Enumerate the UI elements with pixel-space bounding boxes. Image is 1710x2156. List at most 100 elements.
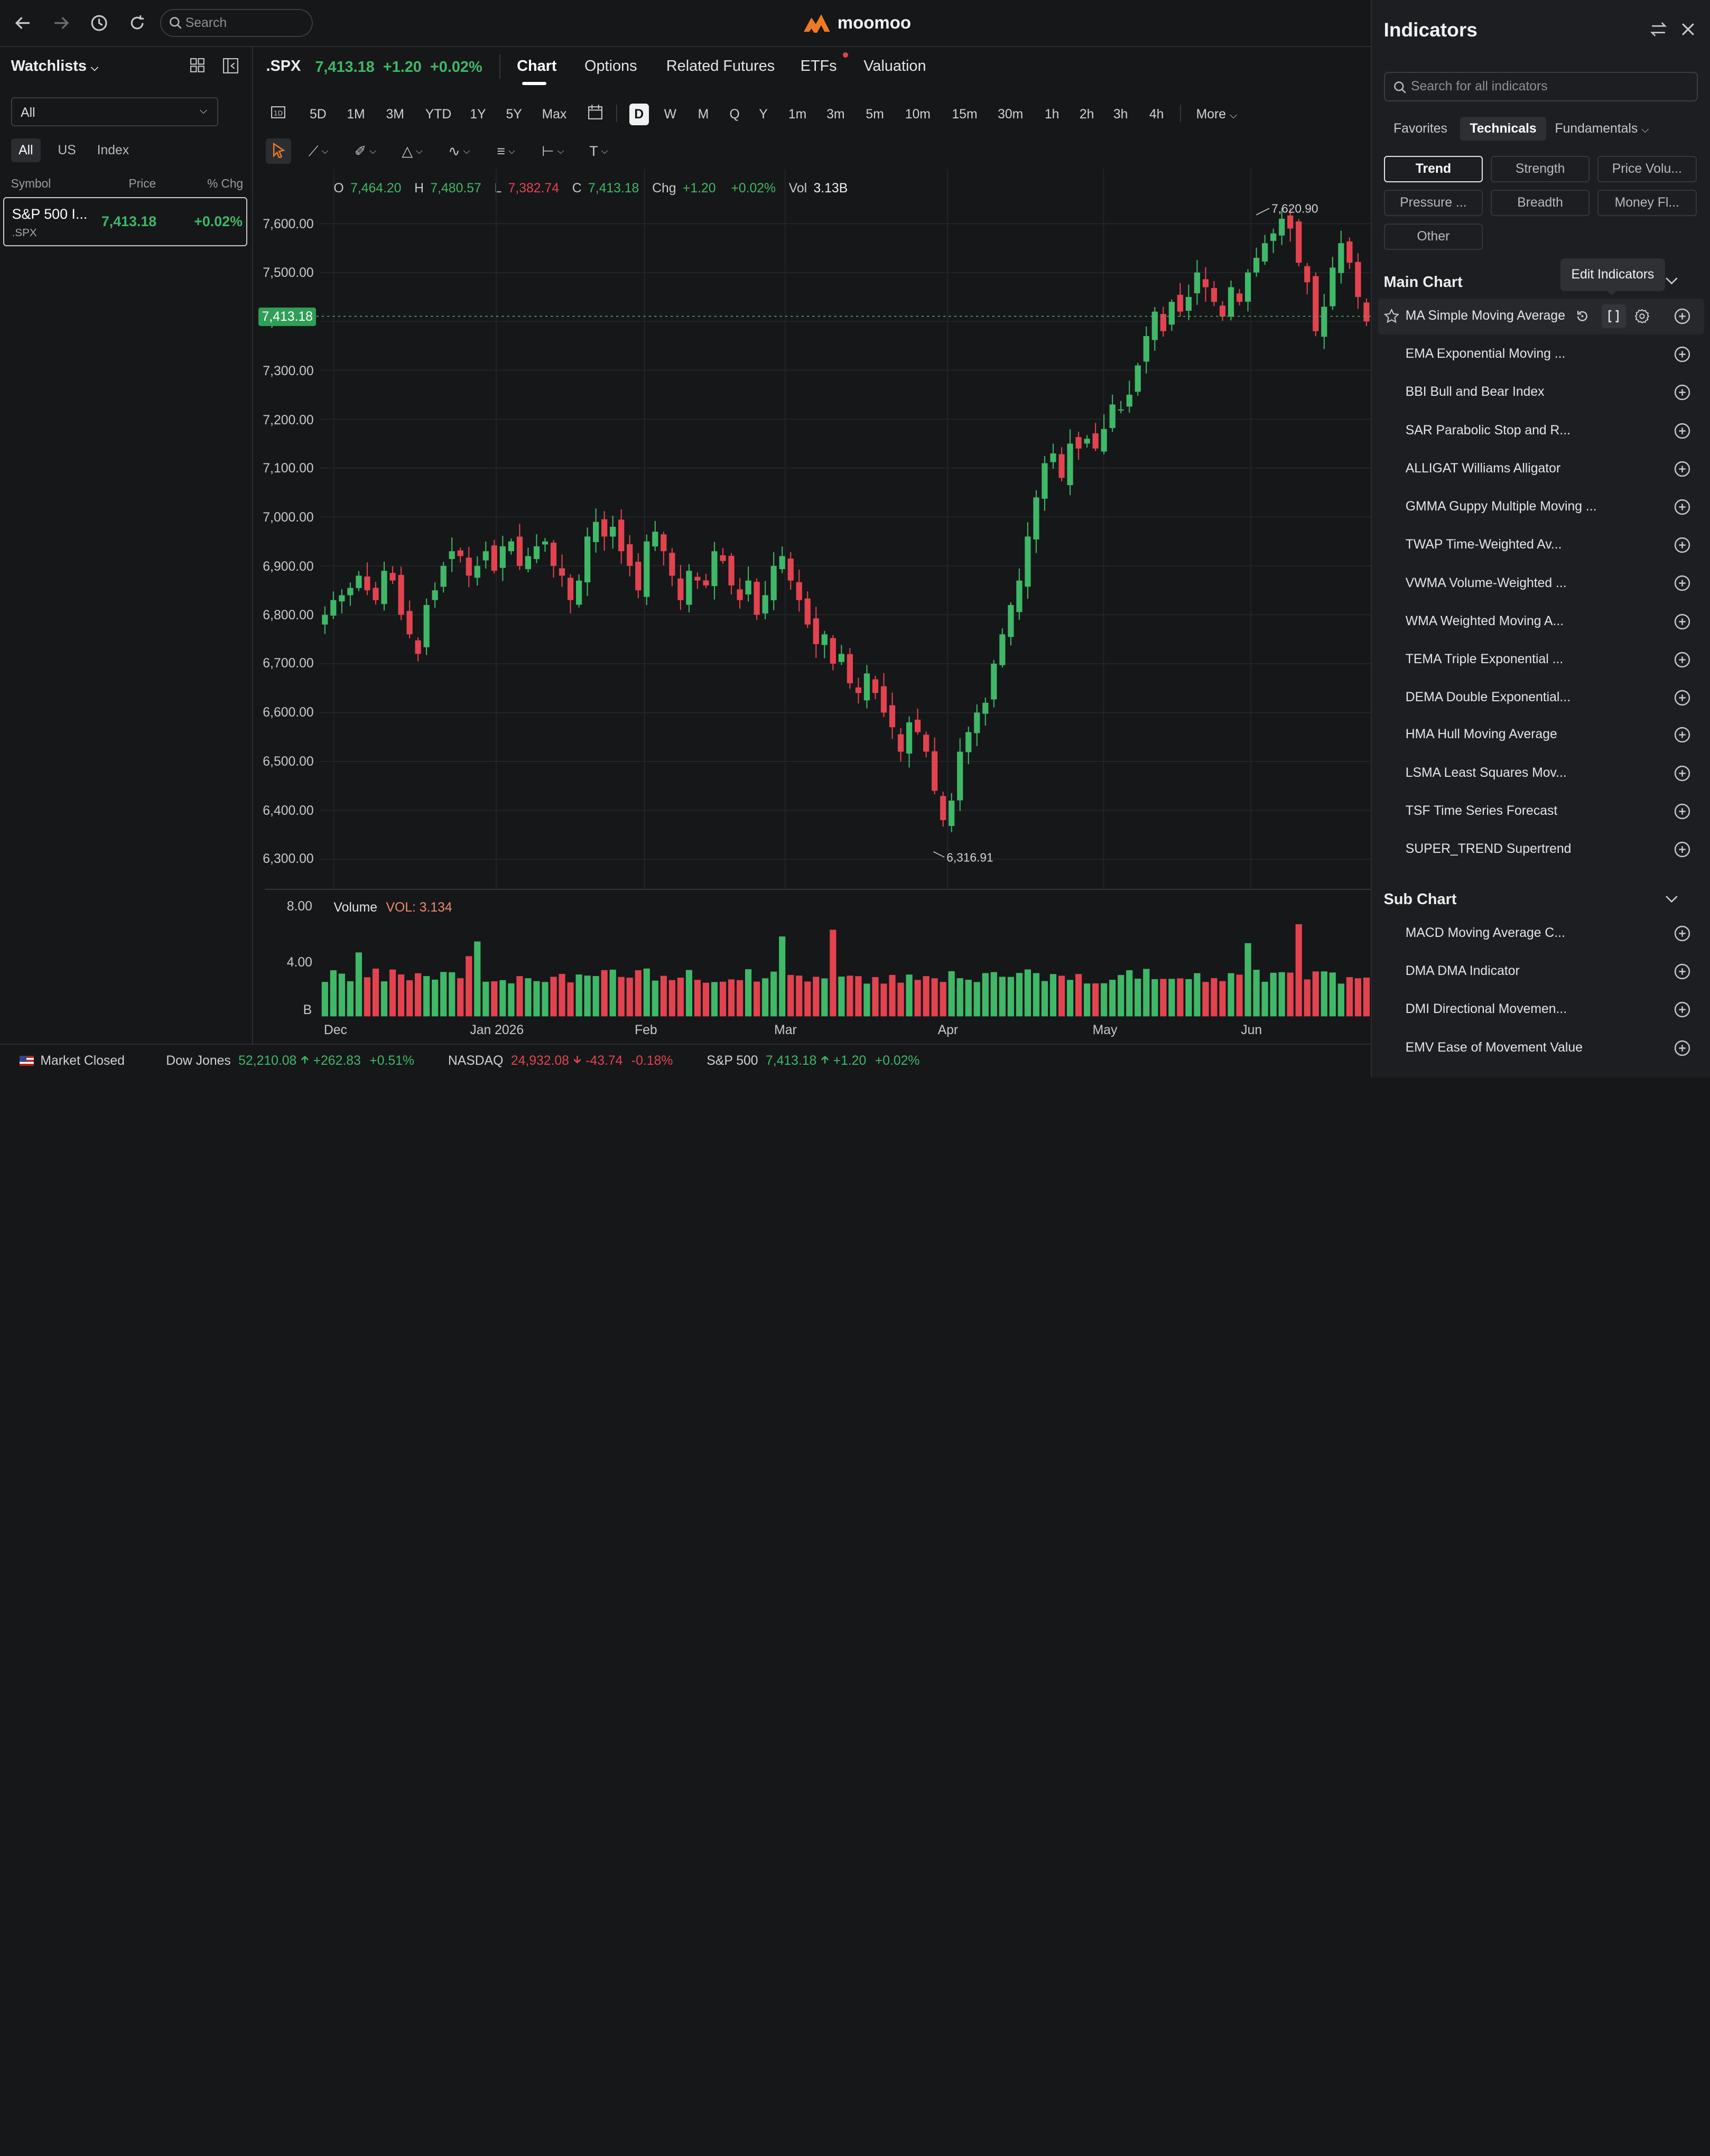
reset-icon[interactable] [1575,309,1590,324]
add-circle-icon[interactable] [1674,651,1691,668]
tab-valuation[interactable]: Valuation [863,58,926,75]
period-1y[interactable]: 1Y [470,107,486,122]
collapse-panel-icon[interactable] [222,58,239,74]
chevron-down-icon[interactable] [1665,895,1678,904]
filter-tab-us[interactable]: US [58,143,76,158]
interval-5m[interactable]: 5m [866,107,884,122]
category-other[interactable]: Other [1383,224,1483,250]
tab-options[interactable]: Options [584,58,637,75]
sub-chart-section-title[interactable]: Sub Chart [1383,890,1457,908]
watchlist-row[interactable]: S&P 500 I... .SPX 7,413.18 +0.02% [3,197,248,247]
interval-w[interactable]: W [664,107,677,122]
period-max[interactable]: Max [542,107,567,122]
add-circle-icon[interactable] [1674,841,1691,858]
add-circle-icon[interactable] [1674,308,1691,325]
period-3m[interactable]: 3M [386,107,404,122]
indicator-item-wma[interactable]: WMA Weighted Moving A... [1378,604,1704,640]
close-icon[interactable] [1680,22,1696,37]
line-tool-icon[interactable]: ⟋ ⌵ [308,143,329,159]
interval-m[interactable]: M [698,107,709,122]
shape-tool-icon[interactable]: △ ⌵ [402,143,423,160]
indicator-item-hma[interactable]: HMA Hull Moving Average [1378,718,1704,754]
category-price-volume[interactable]: Price Volu... [1597,156,1697,182]
interval-1m[interactable]: 1m [788,107,807,122]
tab-etfs[interactable]: ETFs [800,58,837,75]
indicator-item-emv[interactable]: EMV Ease of Movement Value [1378,1030,1704,1066]
interval-15m[interactable]: 15m [952,107,978,122]
interval-d[interactable]: D [629,104,649,126]
watchlist-group-select[interactable]: All ⌵ [11,97,218,127]
main-chart-section-title[interactable]: Main Chart [1383,273,1463,291]
indicator-item-gmma[interactable]: GMMA Guppy Multiple Moving ... [1378,490,1704,526]
index-name-nasdaq[interactable]: NASDAQ [448,1053,504,1068]
period-5y[interactable]: 5Y [506,107,522,122]
category-breadth[interactable]: Breadth [1490,190,1590,216]
add-circle-icon[interactable] [1674,1039,1691,1057]
forward-arrow-icon[interactable] [51,13,71,33]
refresh-icon[interactable] [127,13,147,33]
tab-technicals[interactable]: Technicals [1460,116,1547,141]
indicator-item-vwma[interactable]: VWMA Volume-Weighted ... [1378,566,1704,602]
search-input[interactable]: Search [160,8,313,38]
index-name-dow[interactable]: Dow Jones [166,1053,231,1068]
tab-chart[interactable]: Chart [517,58,557,75]
category-pressure[interactable]: Pressure ... [1383,190,1483,216]
interval-30m[interactable]: 30m [998,107,1024,122]
interval-y[interactable]: Y [759,107,768,122]
indicator-item-dema[interactable]: DEMA Double Exponential... [1378,681,1704,717]
tab-fundamentals[interactable]: Fundamentals ⌵ [1545,117,1659,141]
period-1m[interactable]: 1M [347,107,365,122]
add-circle-icon[interactable] [1674,613,1691,630]
indicator-item-sar[interactable]: SAR Parabolic Stop and R... [1378,413,1704,449]
interval-1h[interactable]: 1h [1044,107,1060,122]
period-5d[interactable]: 5D [310,107,327,122]
tab-favorites[interactable]: Favorites [1393,121,1447,136]
add-circle-icon[interactable] [1674,726,1691,744]
add-circle-icon[interactable] [1674,925,1691,942]
indicator-search-input[interactable]: Search for all indicators [1383,72,1698,101]
back-arrow-icon[interactable] [13,13,33,33]
add-circle-icon[interactable] [1674,1001,1691,1018]
measure-tool-icon[interactable]: ⊢ ⌵ [542,143,564,160]
interval-10m[interactable]: 10m [905,107,931,122]
layout-icon[interactable]: 1D [271,105,286,120]
indicator-item-alligat[interactable]: ALLIGAT Williams Alligator [1378,451,1704,487]
cursor-icon[interactable] [272,143,286,159]
brush-tool-icon[interactable]: ✐ ⌵ [354,143,376,160]
swap-icon[interactable] [1650,22,1667,37]
history-icon[interactable] [89,13,109,33]
indicator-item-bbi[interactable]: BBI Bull and Bear Index [1378,375,1704,411]
indicator-item-supertrend[interactable]: SUPER_TREND Supertrend [1378,832,1704,868]
more-intervals-button[interactable]: More ⌵ [1196,104,1237,125]
indicator-item-ema[interactable]: EMA Exponential Moving ... [1378,337,1704,373]
grid-view-icon[interactable] [190,58,205,73]
interval-2h[interactable]: 2h [1079,107,1094,122]
column-header-symbol[interactable]: Symbol [11,176,51,191]
settings-gear-icon[interactable] [1634,309,1650,324]
period-ytd[interactable]: YTD [425,107,452,122]
tab-related-futures[interactable]: Related Futures [666,58,775,75]
edit-code-button[interactable] [1602,304,1626,329]
indicator-item-ma[interactable]: MA Simple Moving Average [1378,299,1705,335]
interval-3m[interactable]: 3m [826,107,845,122]
interval-4h[interactable]: 4h [1149,107,1164,122]
column-header-price[interactable]: Price [128,176,156,191]
text-tool-icon[interactable]: T ⌵ [589,143,608,160]
star-icon[interactable] [1383,308,1399,324]
watchlists-title[interactable]: Watchlists ⌵ [11,58,98,75]
indicator-item-macd[interactable]: MACD Moving Average C... [1378,916,1704,952]
indicator-item-dma[interactable]: DMA DMA Indicator [1378,954,1704,990]
add-circle-icon[interactable] [1674,765,1691,782]
add-circle-icon[interactable] [1674,963,1691,980]
fibonacci-tool-icon[interactable]: ≡ ⌵ [497,143,515,160]
add-circle-icon[interactable] [1674,422,1691,440]
interval-3h[interactable]: 3h [1113,107,1128,122]
category-trend[interactable]: Trend [1383,156,1483,182]
filter-tab-index[interactable]: Index [97,143,129,158]
category-strength[interactable]: Strength [1490,156,1590,182]
indicator-item-tsf[interactable]: TSF Time Series Forecast [1378,794,1704,830]
column-header-chg[interactable]: % Chg [207,176,244,191]
add-circle-icon[interactable] [1674,803,1691,820]
filter-tab-all[interactable]: All [11,138,41,163]
add-circle-icon[interactable] [1674,574,1691,592]
